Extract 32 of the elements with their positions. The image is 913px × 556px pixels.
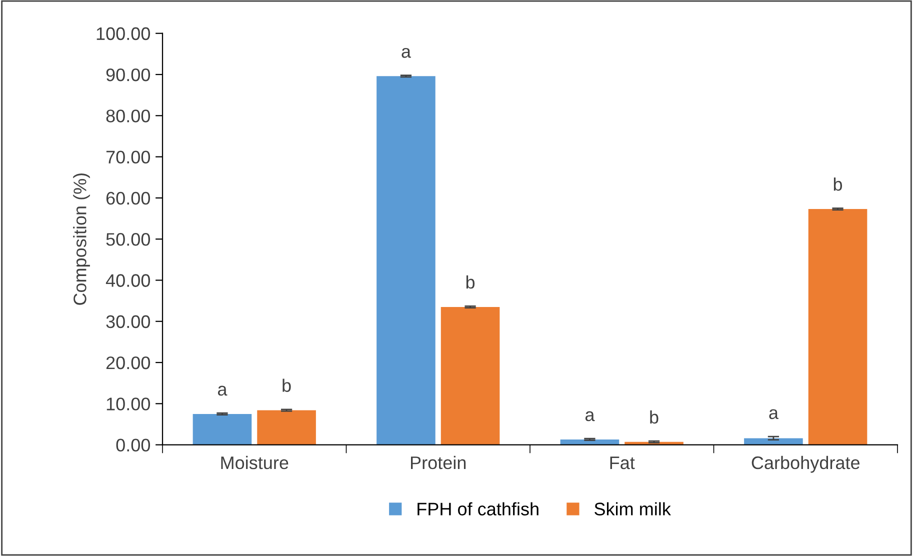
data-label: a	[218, 386, 228, 396]
bar	[744, 438, 803, 445]
x-tick-label: Fat	[610, 456, 635, 470]
data-label: a	[769, 409, 778, 420]
bar	[192, 414, 252, 445]
data-label: a	[402, 48, 411, 58]
y-tick-label: 50.00	[106, 233, 150, 246]
y-tick-label: 0.00	[116, 438, 150, 452]
y-axis-title: Composition (%)	[73, 173, 90, 305]
y-tick-label: 20.00	[106, 356, 150, 370]
y-tick-label: 60.00	[106, 192, 150, 205]
data-label: b	[834, 178, 842, 191]
y-tick-label: 90.00	[106, 68, 150, 82]
data-label: b	[466, 275, 475, 289]
x-tick-label: Moisture	[221, 456, 288, 470]
x-tick-label: Carbohydrate	[752, 456, 860, 473]
x-tick-label: Protein	[411, 456, 466, 470]
bar	[376, 76, 436, 445]
y-tick-label: 100.00	[96, 27, 150, 40]
bar	[440, 306, 500, 445]
legend-label: FPH of cathfish	[418, 502, 538, 516]
y-tick-label: 10.00	[106, 398, 150, 410]
bar	[257, 410, 316, 445]
y-tick-label: 70.00	[106, 150, 150, 164]
data-label: b	[282, 378, 291, 392]
data-label: b	[650, 410, 658, 424]
y-tick-label: 80.00	[106, 110, 150, 122]
legend-label: Skim milk	[594, 502, 671, 516]
data-label: a	[585, 411, 595, 422]
bar	[808, 209, 868, 445]
y-tick-label: 30.00	[106, 315, 150, 328]
y-tick-label: 40.00	[106, 274, 150, 287]
